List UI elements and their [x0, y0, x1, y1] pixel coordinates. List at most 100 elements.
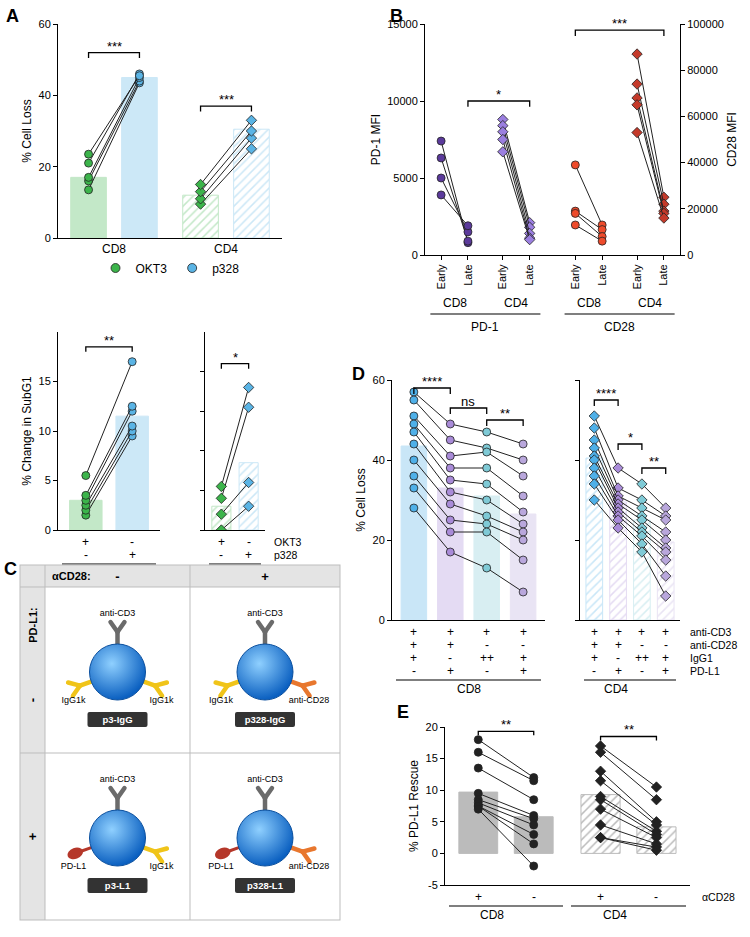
svg-text:-: -	[130, 535, 134, 549]
svg-text:IgG1k: IgG1k	[61, 695, 86, 705]
svg-text:-: -	[640, 638, 644, 652]
svg-text:anti-CD3: anti-CD3	[690, 626, 732, 638]
svg-text:-: -	[532, 890, 536, 904]
svg-text:ns: ns	[461, 394, 475, 409]
svg-text:p328-L1: p328-L1	[247, 880, 284, 891]
svg-text:60: 60	[373, 374, 385, 386]
svg-text:15: 15	[39, 375, 51, 387]
svg-text:Late: Late	[462, 264, 474, 285]
svg-text:+: +	[410, 625, 417, 639]
svg-text:60000: 60000	[687, 110, 718, 122]
svg-text:+: +	[662, 664, 669, 678]
svg-text:-: -	[592, 664, 596, 678]
svg-text:Early: Early	[496, 264, 508, 290]
svg-text:CD4: CD4	[214, 242, 238, 256]
svg-text:+: +	[245, 548, 252, 562]
svg-text:αCD28: αCD28	[702, 891, 735, 903]
svg-text:% Change in SubG1: % Change in SubG1	[20, 376, 34, 486]
svg-text:***: ***	[219, 92, 234, 107]
svg-text:CD28: CD28	[604, 320, 635, 334]
svg-text:+: +	[520, 664, 527, 678]
svg-text:0: 0	[687, 249, 693, 261]
svg-text:-: -	[84, 548, 88, 562]
svg-text:40: 40	[39, 89, 51, 101]
svg-text:+: +	[483, 625, 490, 639]
svg-text:Early: Early	[435, 264, 447, 290]
svg-text:+: +	[218, 535, 225, 549]
svg-text:CD4: CD4	[604, 682, 628, 696]
svg-text:CD4: CD4	[504, 296, 528, 310]
svg-text:20: 20	[426, 721, 438, 733]
svg-text:**: **	[501, 717, 511, 732]
svg-text:p3-IgG: p3-IgG	[102, 714, 132, 725]
svg-text:+: +	[615, 664, 622, 678]
svg-text:0: 0	[432, 847, 438, 859]
svg-text:*: *	[496, 87, 501, 102]
svg-text:anti-CD3: anti-CD3	[247, 608, 283, 618]
svg-text:+: +	[662, 651, 669, 665]
svg-text:CD8: CD8	[102, 242, 126, 256]
svg-text:+: +	[475, 890, 482, 904]
svg-text:***: ***	[612, 16, 627, 31]
svg-text:+: +	[591, 651, 598, 665]
svg-text:% Cell Loss: % Cell Loss	[354, 468, 368, 531]
svg-text:20000: 20000	[687, 203, 718, 215]
svg-text:CD8: CD8	[457, 682, 481, 696]
svg-text:anti-CD28: anti-CD28	[690, 639, 737, 651]
svg-text:CD4: CD4	[638, 296, 662, 310]
svg-text:**: **	[104, 333, 114, 348]
svg-text:PD-1: PD-1	[471, 320, 499, 334]
svg-text:PD-1 MFI: PD-1 MFI	[369, 114, 383, 165]
svg-text:+: +	[129, 548, 136, 562]
svg-text:p328: p328	[274, 549, 298, 561]
svg-text:-: -	[664, 638, 668, 652]
svg-text:D: D	[352, 364, 365, 384]
svg-text:anti-CD28: anti-CD28	[289, 861, 330, 871]
svg-text:A: A	[6, 6, 19, 26]
svg-text:100000: 100000	[687, 18, 724, 30]
svg-text:anti-CD3: anti-CD3	[247, 774, 283, 784]
svg-text:60: 60	[39, 18, 51, 30]
svg-text:++: ++	[480, 651, 494, 665]
svg-text:+: +	[410, 651, 417, 665]
svg-text:OKT3: OKT3	[274, 536, 302, 548]
svg-text:****: ****	[422, 374, 442, 389]
svg-text:C: C	[4, 559, 17, 579]
svg-text:-: -	[247, 535, 251, 549]
svg-text:IgG1k: IgG1k	[149, 861, 174, 871]
svg-text:+: +	[662, 625, 669, 639]
svg-text:Late: Late	[523, 264, 535, 285]
svg-text:-5: -5	[428, 879, 438, 891]
svg-text:PD-L1: PD-L1	[208, 861, 234, 871]
svg-text:PD-L1:: PD-L1:	[27, 607, 39, 642]
svg-text:10: 10	[426, 784, 438, 796]
svg-text:+: +	[520, 625, 527, 639]
svg-text:CD4: CD4	[237, 566, 261, 580]
svg-text:0: 0	[379, 614, 385, 626]
svg-text:**: **	[624, 722, 634, 737]
svg-text:10: 10	[39, 425, 51, 437]
svg-text:Early: Early	[631, 264, 643, 290]
svg-text:10000: 10000	[387, 95, 418, 107]
svg-text:**: **	[500, 406, 510, 421]
svg-text:IgG1: IgG1	[690, 652, 713, 664]
svg-text:+: +	[615, 638, 622, 652]
svg-text:+: +	[591, 638, 598, 652]
svg-text:-: -	[616, 651, 620, 665]
svg-text:15: 15	[426, 752, 438, 764]
svg-text:+: +	[591, 625, 598, 639]
svg-text:% Cell Loss: % Cell Loss	[20, 99, 34, 162]
svg-text:5000: 5000	[393, 172, 417, 184]
svg-text:-: -	[448, 651, 452, 665]
svg-text:-: -	[25, 698, 40, 702]
svg-text:B: B	[390, 6, 403, 26]
svg-text:+: +	[615, 625, 622, 639]
svg-text:+: +	[638, 625, 645, 639]
svg-text:αCD28:: αCD28:	[52, 570, 91, 582]
svg-text:p328: p328	[212, 262, 239, 276]
svg-text:**: **	[649, 454, 659, 469]
svg-text:40: 40	[373, 454, 385, 466]
svg-text:-: -	[654, 890, 658, 904]
svg-text:+: +	[410, 638, 417, 652]
svg-text:+: +	[25, 832, 40, 840]
